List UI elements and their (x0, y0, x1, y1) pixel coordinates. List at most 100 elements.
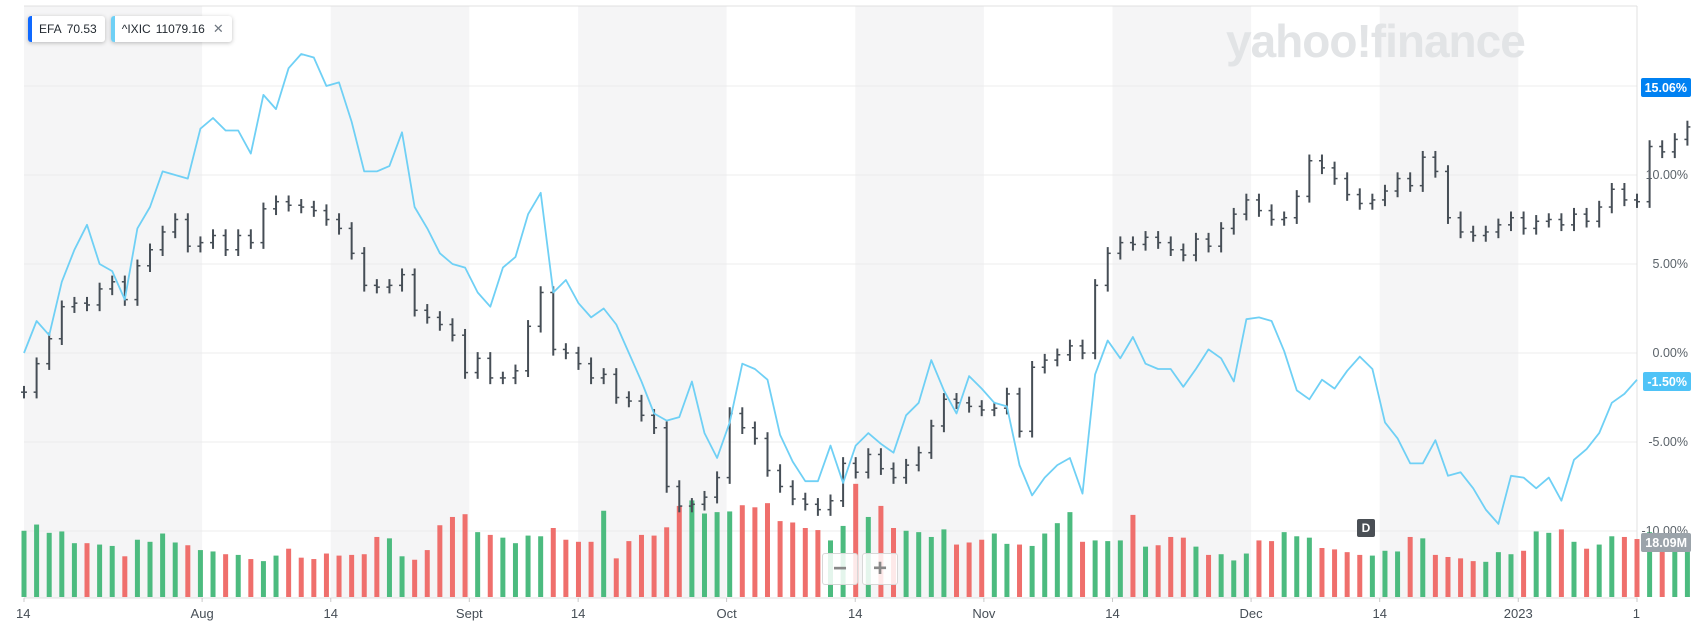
volume-bar (1458, 558, 1464, 597)
volume-bar (1080, 541, 1086, 597)
zoom-out-button[interactable]: − (822, 553, 858, 585)
volume-bar (160, 533, 166, 597)
volume-bar (1067, 512, 1073, 597)
volume-bar (437, 525, 443, 597)
volume-bar (903, 530, 909, 597)
y-tick-label: -5.00% (1648, 435, 1688, 449)
volume-bar (1206, 554, 1212, 597)
volume-bar (147, 541, 153, 597)
legend-ticker: EFA (39, 22, 62, 36)
volume-bar (664, 527, 670, 597)
volume-bar (1306, 537, 1312, 597)
volume-bar (764, 503, 770, 597)
volume-bar (538, 536, 544, 597)
volume-bar (1470, 561, 1476, 597)
x-tick-label: Sept (456, 606, 483, 621)
volume-bar (1294, 536, 1300, 597)
volume-bar (248, 559, 254, 597)
legend-chip-ixic[interactable]: ^IXIC 11079.16 ✕ (110, 16, 232, 42)
x-tick-label: Oct (716, 606, 737, 621)
volume-bar (235, 554, 241, 597)
yahoo-finance-watermark: yahoo!finance (1226, 15, 1526, 67)
volume-bar (601, 510, 607, 597)
volume-bar (399, 556, 405, 597)
volume-bar (46, 532, 52, 597)
zoom-in-button[interactable]: + (862, 553, 898, 585)
volume-bar (1193, 546, 1199, 597)
remove-comparison-icon[interactable]: ✕ (212, 21, 224, 36)
volume-bar (97, 544, 103, 597)
volume-bar (525, 535, 531, 597)
volume-bar (1533, 531, 1539, 597)
volume-bar (197, 550, 203, 597)
zoom-controls: − + (822, 553, 898, 585)
x-tick-label: Aug (191, 606, 214, 621)
volume-bar (424, 550, 430, 597)
volume-bar (374, 536, 380, 597)
grid-lines (24, 5, 1638, 599)
volume-bar (1042, 533, 1048, 597)
volume-bar (1319, 548, 1325, 597)
volume-bar (1584, 548, 1590, 597)
volume-bar (286, 548, 292, 597)
nasdaq-line (23, 53, 1638, 525)
volume-bar (1004, 543, 1010, 597)
legend-color-bar (28, 16, 32, 42)
volume-bar (1218, 554, 1224, 597)
volume-bar (21, 530, 27, 597)
x-tick-label: 14 (571, 606, 585, 621)
legend-value: 70.53 (66, 22, 97, 36)
volume-bar (1130, 514, 1136, 597)
x-axis-labels: 14 Aug 14 Sept 14 Oct 14 Nov 14 Dec 14 2023 1 (16, 598, 1640, 621)
month-band (24, 6, 203, 598)
month-band (1112, 6, 1252, 598)
volume-bar (1621, 536, 1627, 597)
volume-bar (210, 551, 216, 597)
legend-color-bar (110, 16, 115, 42)
volume-bar (1054, 523, 1060, 597)
volume-bar (512, 543, 518, 597)
volume-bar (954, 544, 960, 597)
y-axis-labels: 15.00%10.00%5.00%0.00%-5.00%-10.00% (1641, 79, 1688, 538)
month-band (578, 6, 727, 598)
month-band (1379, 6, 1519, 598)
volume-bar (815, 530, 821, 597)
volume-bar (941, 529, 947, 597)
x-tick-label: 14 (16, 606, 30, 621)
x-tick-label: Nov (972, 606, 996, 621)
volume-bar (1407, 536, 1413, 597)
volume-bar (260, 561, 266, 597)
x-tick-label: 2023 (1504, 606, 1533, 621)
volume-bar (1180, 537, 1186, 597)
volume-bar (1269, 541, 1275, 597)
volume-bar (134, 539, 140, 597)
volume-bar (1521, 550, 1527, 597)
volume-bar (172, 542, 178, 597)
volume-bar (563, 539, 569, 597)
volume-bar (1332, 549, 1338, 597)
volume-bar (1092, 540, 1098, 597)
volume-bar (853, 483, 859, 597)
volume-bar (790, 522, 796, 597)
dividend-marker[interactable]: D (1357, 519, 1375, 537)
volume-bar (1483, 561, 1489, 597)
volume-bar (651, 535, 657, 597)
efa-last-value-tag: -1.50% (1643, 372, 1691, 391)
volume-bar (1508, 554, 1514, 597)
volume-bar (1395, 551, 1401, 597)
volume-bar (1029, 545, 1035, 597)
volume-bar (298, 557, 304, 597)
volume-bar (1143, 546, 1149, 597)
volume-bar (34, 524, 40, 597)
volume-bar (487, 534, 493, 597)
legend-chip-nasdaq[interactable]: EFA 70.53 (28, 16, 105, 42)
volume-bar (1684, 541, 1690, 597)
volume-bar (1659, 536, 1665, 597)
volume-bar (273, 555, 279, 597)
volume-bar (928, 536, 934, 597)
volume-bar (462, 514, 468, 597)
volume-bar (223, 554, 229, 597)
volume-bar (1382, 550, 1388, 597)
volume-bar (613, 558, 619, 597)
